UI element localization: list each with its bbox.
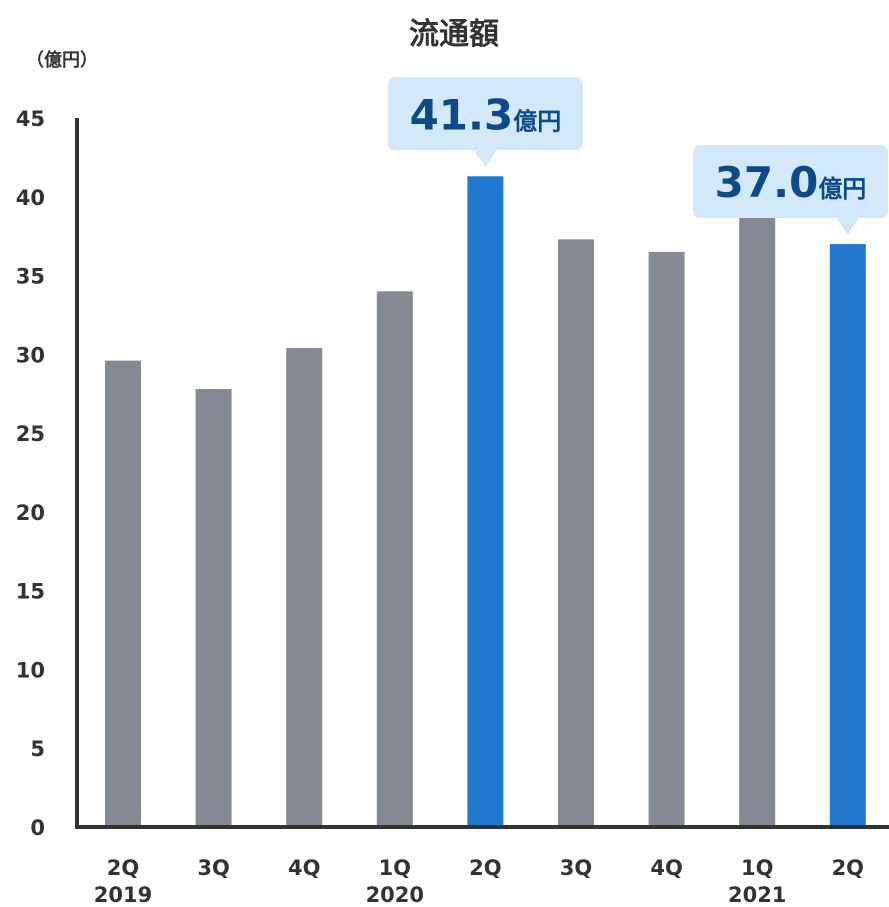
y-tick-label: 45 xyxy=(16,107,45,131)
callout-pointer xyxy=(836,218,859,236)
chart-title: 流通額 xyxy=(409,17,499,52)
callout-value: 41.3 xyxy=(410,90,514,139)
value-callout: 41.3億円 xyxy=(387,77,583,168)
y-tick-label: 20 xyxy=(16,501,45,525)
x-year-label: 2019 xyxy=(94,883,152,907)
bar xyxy=(558,239,594,828)
y-tick-label: 35 xyxy=(16,265,45,289)
bar xyxy=(286,348,323,827)
y-tick-label: 25 xyxy=(16,422,45,446)
x-tick-label: 2Q xyxy=(469,856,501,880)
callout-unit: 億円 xyxy=(513,107,561,135)
callout-label: 41.3億円 xyxy=(410,90,562,139)
x-year-label: 2021 xyxy=(728,883,786,907)
callout-label: 37.0億円 xyxy=(715,158,867,207)
bars xyxy=(105,176,866,828)
y-tick-label: 10 xyxy=(16,658,45,682)
y-tick-label: 0 xyxy=(30,816,45,840)
y-axis-ticks: 0 5 10 15 20 25 30 35 40 45 xyxy=(16,107,45,840)
y-tick-label: 15 xyxy=(16,580,45,604)
x-tick-label: 2Q xyxy=(107,856,139,880)
bar xyxy=(195,388,232,827)
x-tick-label: 1Q xyxy=(741,856,773,880)
x-tick-label: 4Q xyxy=(650,856,682,880)
y-tick-label: 5 xyxy=(30,737,45,761)
x-tick-label: 4Q xyxy=(288,856,320,880)
bar-highlighted xyxy=(829,244,866,828)
y-tick-label: 40 xyxy=(16,186,45,210)
bar xyxy=(376,291,413,827)
value-callout: 37.0億円 xyxy=(693,145,888,236)
x-axis-labels: 2Q 2019 3Q 4Q 1Q 2020 2Q 3Q 4Q 1Q 2021 2Q xyxy=(94,856,864,907)
bar xyxy=(739,199,776,827)
callout-pointer xyxy=(474,150,497,168)
callout-unit: 億円 xyxy=(818,175,866,203)
x-year-label: 2020 xyxy=(366,883,424,907)
bar-highlighted xyxy=(467,176,504,828)
callout-value: 37.0 xyxy=(715,158,819,207)
callout-box xyxy=(693,145,888,219)
x-tick-label: 2Q xyxy=(832,856,864,880)
x-tick-label: 3Q xyxy=(197,856,229,880)
x-tick-label: 1Q xyxy=(379,856,411,880)
bar xyxy=(648,251,685,827)
x-tick-label: 3Q xyxy=(560,856,592,880)
y-tick-label: 30 xyxy=(16,343,45,367)
callout-box xyxy=(387,77,583,151)
bar xyxy=(105,360,141,827)
y-axis-unit-label: （億円） xyxy=(26,49,98,71)
